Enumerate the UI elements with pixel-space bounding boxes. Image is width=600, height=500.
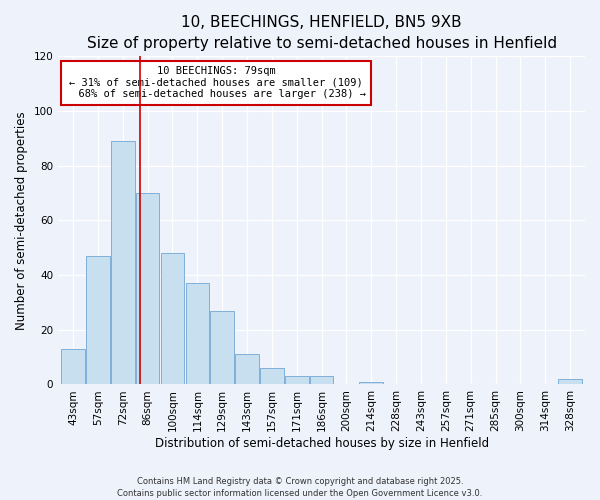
Bar bbox=[359, 382, 383, 384]
Text: Contains HM Land Registry data © Crown copyright and database right 2025.
Contai: Contains HM Land Registry data © Crown c… bbox=[118, 476, 482, 498]
Bar bbox=[558, 379, 582, 384]
Bar bbox=[185, 284, 209, 384]
Y-axis label: Number of semi-detached properties: Number of semi-detached properties bbox=[15, 111, 28, 330]
Title: 10, BEECHINGS, HENFIELD, BN5 9XB
Size of property relative to semi-detached hous: 10, BEECHINGS, HENFIELD, BN5 9XB Size of… bbox=[86, 15, 557, 51]
Text: 10 BEECHINGS: 79sqm
← 31% of semi-detached houses are smaller (109)
  68% of sem: 10 BEECHINGS: 79sqm ← 31% of semi-detach… bbox=[66, 66, 366, 100]
Bar bbox=[285, 376, 308, 384]
Bar bbox=[310, 376, 334, 384]
Bar bbox=[136, 193, 160, 384]
Bar bbox=[161, 253, 184, 384]
Bar bbox=[211, 310, 234, 384]
Bar bbox=[260, 368, 284, 384]
Bar bbox=[86, 256, 110, 384]
Bar bbox=[61, 349, 85, 384]
Bar bbox=[235, 354, 259, 384]
Bar bbox=[111, 141, 134, 384]
X-axis label: Distribution of semi-detached houses by size in Henfield: Distribution of semi-detached houses by … bbox=[155, 437, 488, 450]
